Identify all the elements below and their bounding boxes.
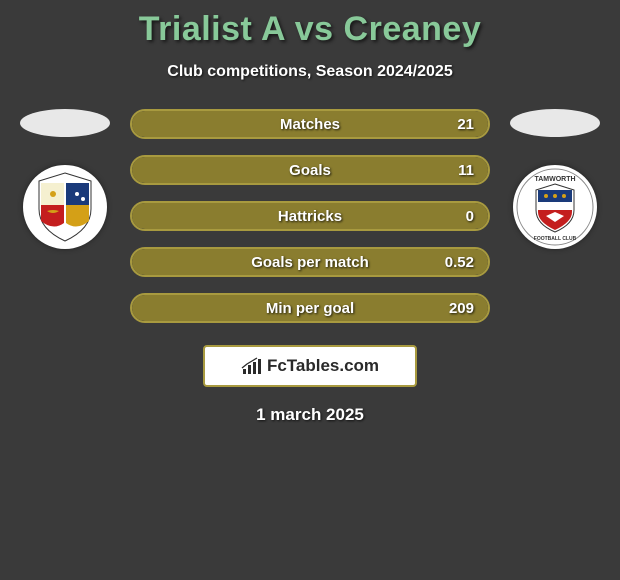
crest-top-text: TAMWORTH: [534, 176, 575, 183]
right-column: TAMWORTH FOOTBALL CLUB: [500, 109, 610, 249]
stat-label: Goals per match: [251, 254, 369, 271]
stat-label: Hattricks: [278, 208, 342, 225]
stat-value: 11: [458, 162, 474, 179]
stat-value: 0: [466, 208, 474, 225]
right-team-crest: TAMWORTH FOOTBALL CLUB: [513, 165, 597, 249]
shield-mid: [538, 202, 572, 210]
crest-bottom-text: FOOTBALL CLUB: [534, 236, 577, 242]
stat-value: 21: [457, 116, 474, 133]
page-subtitle: Club competitions, Season 2024/2025: [0, 63, 620, 81]
branding-text: FcTables.com: [267, 356, 379, 376]
footer-date: 1 march 2025: [0, 405, 620, 425]
stat-bar-goals: Goals 11: [130, 155, 490, 185]
shield-icon: [33, 171, 97, 243]
right-oval-placeholder: [510, 109, 600, 137]
stat-bar-hattricks: Hattricks 0: [130, 201, 490, 231]
content-row: Matches 21 Goals 11 Hattricks 0 Goals pe…: [0, 109, 620, 323]
branding-box: FcTables.com: [203, 345, 417, 387]
left-team-crest: [23, 165, 107, 249]
stat-bar-min-per-goal: Min per goal 209: [130, 293, 490, 323]
left-oval-placeholder: [20, 109, 110, 137]
left-column: [10, 109, 120, 249]
stat-bar-goals-per-match: Goals per match 0.52: [130, 247, 490, 277]
stats-column: Matches 21 Goals 11 Hattricks 0 Goals pe…: [120, 109, 500, 323]
shield-icon: TAMWORTH FOOTBALL CLUB: [516, 168, 594, 246]
stat-label: Min per goal: [266, 300, 354, 317]
stat-bar-matches: Matches 21: [130, 109, 490, 139]
shield-bl: [41, 205, 64, 227]
page-title: Trialist A vs Creaney: [0, 0, 620, 49]
shield-br: [66, 205, 89, 227]
stat-label: Goals: [289, 162, 331, 179]
chart-icon: [241, 357, 263, 375]
stat-value: 209: [449, 300, 474, 317]
stat-value: 0.52: [445, 254, 474, 271]
stat-label: Matches: [280, 116, 340, 133]
